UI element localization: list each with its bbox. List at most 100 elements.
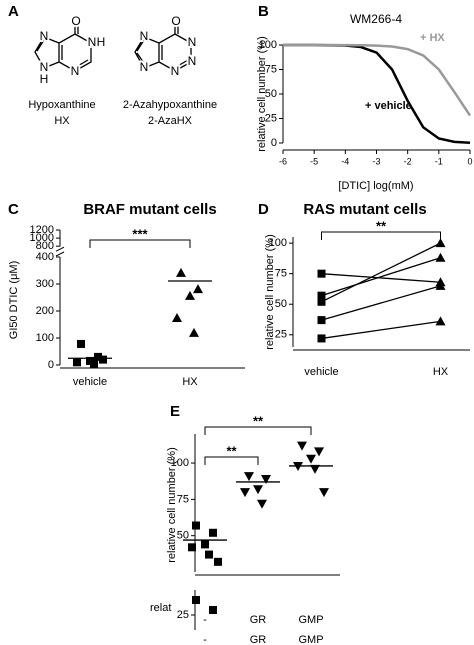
pair-line [321, 273, 441, 283]
data-point [99, 355, 107, 364]
chart-title: BRAF mutant cells [83, 201, 216, 218]
x-tick-label: GR [250, 634, 267, 645]
panel-letter: B [258, 3, 269, 20]
axis-break [55, 246, 65, 252]
data-point [435, 238, 446, 248]
pair-line [321, 242, 441, 303]
y-tick-label: 1200 [30, 224, 54, 236]
atom-label: N [40, 60, 49, 74]
panel-letter: A [8, 3, 19, 20]
data-point [205, 550, 213, 559]
x-tick-label: - [203, 614, 207, 626]
data-point [240, 488, 250, 498]
y-tick-label: 1000 [30, 232, 54, 244]
structure-bonds [34, 26, 192, 72]
panel-letter: C [8, 201, 19, 218]
x-tick-label: -6 [279, 156, 287, 166]
data-point [297, 441, 307, 451]
pair-line [321, 320, 441, 340]
data-point [209, 606, 217, 614]
data-point [435, 252, 446, 262]
pair-line [321, 285, 441, 321]
data-point [209, 528, 217, 537]
x-tick-label: HX [182, 376, 198, 388]
series-label: + vehicle [365, 100, 412, 112]
x-tick-label: GR [250, 614, 267, 626]
y-axis-label: relat [150, 602, 171, 614]
x-tick-label: GMP [298, 614, 323, 626]
atom-label: H [40, 72, 49, 86]
atom-label: O [71, 14, 80, 28]
series-label: + HX [420, 32, 445, 44]
significance-label: ** [226, 443, 237, 458]
panel-letter: E [170, 403, 180, 420]
y-tick-label: 25 [265, 112, 277, 124]
significance-bracket [204, 426, 312, 435]
y-tick-label: 75 [177, 493, 189, 505]
significance-bracket [204, 456, 259, 465]
data-point [214, 557, 222, 566]
y-axis-label: GI50 DTIC (μM) [8, 261, 20, 339]
y-tick-label: 0 [48, 359, 54, 371]
significance-bracket [89, 239, 191, 248]
x-tick-label: -5 [310, 156, 318, 166]
data-point [244, 472, 254, 482]
y-tick-label: 300 [36, 278, 54, 290]
compound-name: Hypoxanthine [28, 99, 95, 111]
x-axis-label: [DTIC] log(mM) [338, 180, 413, 192]
x-tick-label: HX [433, 366, 449, 378]
y-tick-label: 100 [269, 237, 287, 249]
atom-label: N [88, 35, 97, 49]
y-tick-label: 100 [36, 332, 54, 344]
axis-break [55, 251, 65, 257]
x-tick-label: 0 [467, 156, 472, 166]
y-tick-label: 100 [171, 457, 189, 469]
data-point [310, 464, 320, 474]
y-axis-label: relative cell number (%) [166, 447, 178, 563]
chart-title: WM266-4 [350, 12, 402, 26]
y-axis-label: relative cell number (%) [264, 234, 276, 350]
atom-label: N [188, 54, 197, 68]
atom-label: N [171, 64, 180, 78]
atom-label: N [140, 60, 149, 74]
data-point [73, 358, 81, 367]
data-point [90, 359, 98, 368]
y-tick-label: 50 [177, 530, 189, 542]
x-tick-label: -3 [372, 156, 380, 166]
atom-label: N [40, 29, 49, 43]
panel-letter: D [258, 201, 269, 218]
data-point [193, 284, 203, 294]
data-point [435, 316, 446, 326]
x-tick-label: -2 [404, 156, 412, 166]
y-tick-label: 800 [36, 240, 54, 252]
data-point [192, 521, 200, 530]
data-point [253, 485, 263, 495]
y-tick-label: 25 [177, 609, 189, 621]
data-point [172, 313, 182, 323]
x-tick-label: - [203, 634, 207, 645]
x-tick-label: vehicle [304, 366, 338, 378]
curve [283, 43, 472, 117]
y-tick-label: 75 [275, 268, 287, 280]
compound-abbr: 2-AzaHX [148, 115, 193, 127]
atom-label: O [171, 14, 180, 28]
compound-abbr: HX [54, 115, 70, 127]
data-point [317, 297, 326, 306]
data-point [257, 499, 267, 509]
y-tick-label: 75 [265, 63, 277, 75]
data-point [319, 488, 329, 498]
compound-name: 2-Azahypoxanthine [123, 99, 217, 111]
chart-title: RAS mutant cells [303, 201, 426, 218]
curve [283, 43, 471, 144]
y-axis-label: relative cell number (%) [256, 36, 268, 152]
data-point [317, 291, 326, 300]
atom-label: N [140, 29, 149, 43]
pair-line [321, 257, 441, 297]
data-point [261, 475, 271, 485]
data-point [189, 327, 199, 337]
data-point [201, 540, 209, 549]
data-point [192, 596, 200, 604]
y-tick-label: 100 [259, 39, 277, 51]
y-tick-label: 50 [275, 298, 287, 310]
